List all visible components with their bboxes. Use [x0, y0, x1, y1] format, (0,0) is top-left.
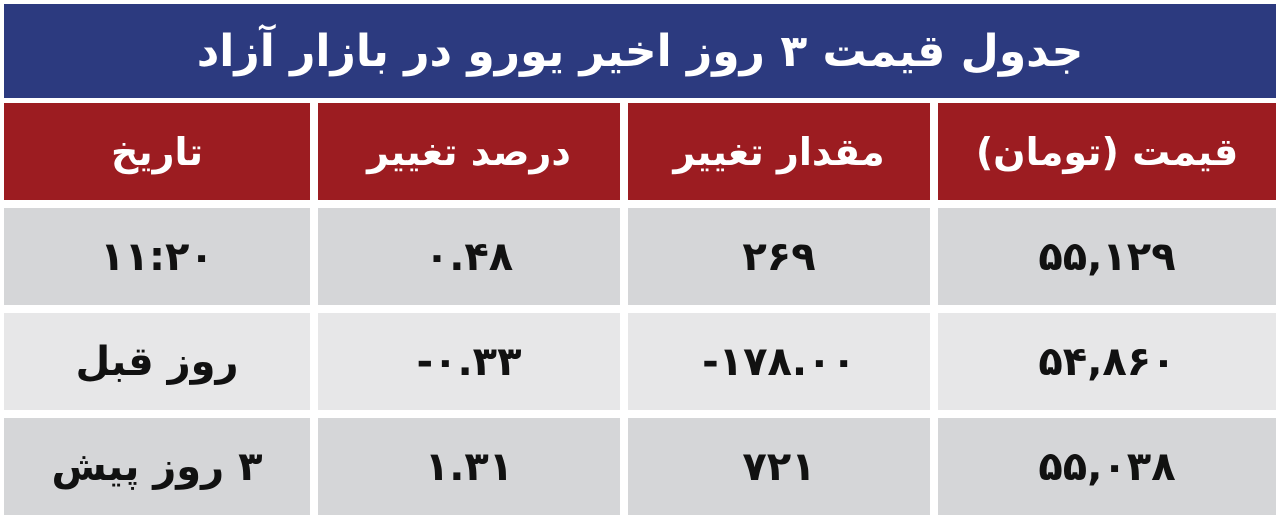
- header-amount-change: مقدار تغییر: [628, 103, 930, 200]
- row-2-change: -۱۷۸.۰۰: [628, 313, 930, 410]
- row-2-price: ۵۴,۸۶۰: [938, 313, 1276, 410]
- row-3-change: ۷۲۱: [628, 418, 930, 515]
- header-price: قیمت (تومان): [938, 103, 1276, 200]
- row-1-percent: ۰.۴۸: [318, 208, 620, 305]
- row-3-date: ۳ روز پیش: [4, 418, 310, 515]
- row-2-date: روز قبل: [4, 313, 310, 410]
- row-3-price: ۵۵,۰۳۸: [938, 418, 1276, 515]
- header-percent-change: درصد تغییر: [318, 103, 620, 200]
- row-1-change: ۲۶۹: [628, 208, 930, 305]
- header-date: تاریخ: [4, 103, 310, 200]
- row-1-date: ۱۱:۲۰: [4, 208, 310, 305]
- row-3-percent: ۱.۳۱: [318, 418, 620, 515]
- table-title: جدول قیمت ۳ روز اخیر یورو در بازار آزاد: [4, 4, 1276, 98]
- price-table: تاریخ درصد تغییر مقدار تغییر قیمت (تومان…: [4, 103, 1276, 515]
- row-2-percent: -۰.۳۳: [318, 313, 620, 410]
- row-1-price: ۵۵,۱۲۹: [938, 208, 1276, 305]
